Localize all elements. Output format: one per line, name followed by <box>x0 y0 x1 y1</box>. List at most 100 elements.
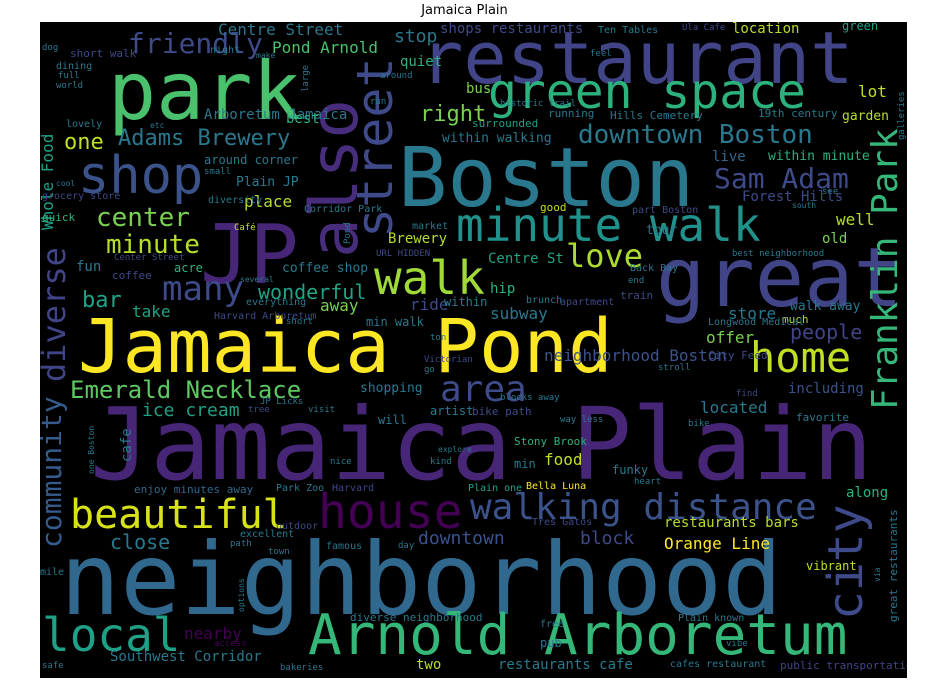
cloud-word: bar <box>82 288 122 313</box>
cloud-word: mile <box>40 567 65 578</box>
cloud-word: nearby <box>184 624 242 643</box>
cloud-word: best neighborhood <box>732 249 825 259</box>
cloud-word: via <box>873 567 882 582</box>
cloud-word: run <box>370 97 387 107</box>
cloud-word: part Boston <box>632 205 699 216</box>
cloud-word: Arnold Arboretum <box>308 603 848 668</box>
cloud-word: bike <box>688 419 710 429</box>
cloud-word: JP <box>200 208 299 303</box>
cloud-word: Café <box>234 223 256 233</box>
cloud-word: Adams Brewery <box>118 126 291 151</box>
cloud-word: Hills Cemetery <box>610 109 703 122</box>
cloud-word: blocks away <box>500 393 560 403</box>
cloud-word: great <box>656 231 903 326</box>
cloud-word: bike path <box>472 405 532 418</box>
cloud-word: stroll <box>658 363 691 373</box>
cloud-word: location <box>732 22 800 37</box>
cloud-word: diverse <box>40 247 73 382</box>
cloud-word: large <box>301 64 311 92</box>
cloud-word: offer <box>706 328 755 347</box>
cloud-word: Harvard <box>332 483 375 494</box>
cloud-word: ride <box>410 295 449 314</box>
cloud-word: cafes restaurant <box>670 659 767 670</box>
cloud-word: artist <box>430 404 474 418</box>
cloud-word: Forest Hills <box>742 189 844 205</box>
cloud-word: diverse neighborhood <box>350 611 483 624</box>
cloud-word: take <box>132 302 171 321</box>
cloud-word: people <box>790 320 863 344</box>
cloud-word: local <box>42 608 181 662</box>
cloud-word: shops restaurants <box>440 22 584 37</box>
cloud-word: green <box>842 22 879 33</box>
cloud-word: walking distance <box>470 487 817 528</box>
cloud-word: enjoy minutes away <box>134 483 254 496</box>
cloud-word: green space <box>488 64 806 120</box>
cloud-word: coffee shop <box>282 261 369 276</box>
word-cloud-canvas: Jamaica Plain neighborhood Jamaica Pond Bos… <box>40 22 907 678</box>
cloud-word: south <box>792 201 817 210</box>
cloud-word: Centre St <box>488 251 564 267</box>
cloud-word: Emerald Necklace <box>70 376 302 404</box>
cloud-word: favorite <box>796 411 849 424</box>
cloud-word: close <box>110 530 171 554</box>
cloud-word: hip <box>490 281 516 297</box>
cloud-word: heart <box>634 477 662 487</box>
cloud-word: walk away <box>790 299 861 314</box>
cloud-word: Corridor Park <box>304 204 383 215</box>
cloud-word: Victorian <box>424 355 473 365</box>
cloud-word: path <box>230 539 252 549</box>
cloud-word: excellent <box>240 529 295 540</box>
cloud-word: diversity <box>208 195 263 206</box>
cloud-word: love <box>566 237 644 275</box>
cloud-word: shop <box>78 146 204 206</box>
cloud-word: Jamaica Pond <box>78 304 613 390</box>
cloud-word: fun <box>76 259 102 275</box>
cloud-word: Back Bay <box>630 263 679 274</box>
cloud-word: around <box>380 71 413 81</box>
cloud-word: Harvard Arboretum <box>214 311 317 322</box>
cloud-word: Ula Cafe <box>682 23 726 33</box>
cloud-word: subway <box>490 304 548 323</box>
cloud-word: dog <box>42 43 59 53</box>
cloud-word: full <box>58 71 80 81</box>
cloud-word: Sam Adam <box>714 162 849 195</box>
cloud-word: within minute <box>768 149 870 164</box>
cloud-word: neighborhood <box>60 521 783 638</box>
cloud-word: Franklin Park <box>865 128 906 410</box>
cloud-word: Ten Tables <box>598 25 659 36</box>
cloud-word: park <box>108 45 301 138</box>
cloud-word: go <box>424 365 435 375</box>
cloud-word: along <box>846 485 889 501</box>
cloud-word: restaurant <box>420 22 854 100</box>
cloud-word: center <box>96 203 190 233</box>
cloud-word: area <box>440 369 527 410</box>
cloud-word: Jamaica Plain <box>90 386 873 503</box>
cloud-word: restaurants cafe <box>498 657 633 673</box>
cloud-word: JP Licks <box>260 397 304 407</box>
cloud-word: Center Street <box>114 253 185 263</box>
cloud-word: etc <box>150 121 165 130</box>
cloud-word: options <box>237 578 246 612</box>
cloud-word: within <box>444 295 488 309</box>
cloud-word: apartment <box>560 297 615 308</box>
cloud-word: downtown Boston <box>578 120 813 150</box>
cloud-word: small <box>204 167 232 177</box>
cloud-word: Plain one <box>468 483 523 494</box>
cloud-word: explore <box>438 445 472 454</box>
cloud-word: world <box>56 81 84 91</box>
cloud-word: good <box>540 201 567 214</box>
cloud-word: short <box>286 317 314 327</box>
cloud-word: Pond <box>343 222 353 244</box>
cloud-word: day <box>398 541 415 551</box>
cloud-word: Plain known <box>678 613 745 624</box>
cloud-word: dining <box>56 61 93 72</box>
cloud-word: house <box>318 484 463 540</box>
cloud-word: short walk <box>70 47 137 60</box>
cloud-word: will <box>378 413 407 427</box>
cloud-word: visit <box>308 405 336 415</box>
cloud-word: cool <box>56 179 76 188</box>
cloud-word: City Feed <box>708 349 768 362</box>
cloud-word: one Boston <box>87 425 96 474</box>
cloud-word: Centre Street <box>218 22 344 39</box>
cloud-word: Orange Line <box>664 534 770 553</box>
